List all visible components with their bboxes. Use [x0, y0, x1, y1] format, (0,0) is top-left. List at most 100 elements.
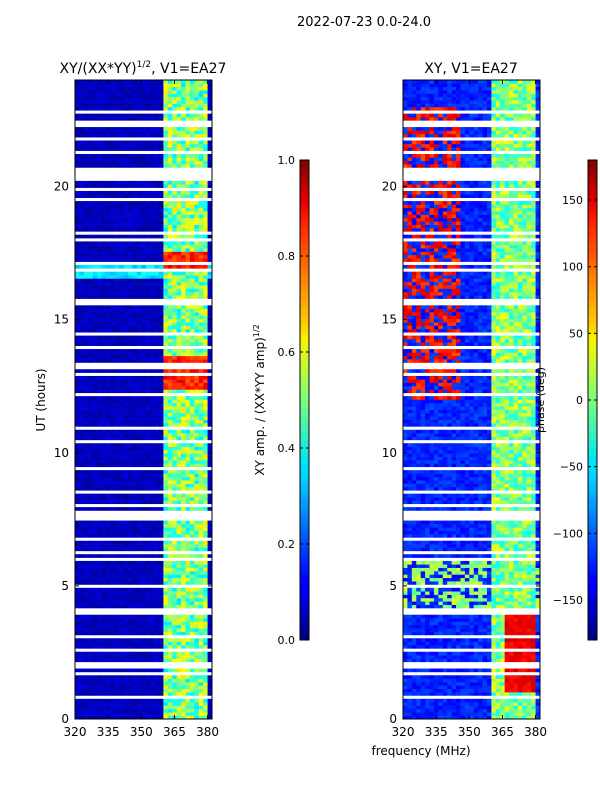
heatmap-cell — [207, 581, 213, 585]
heatmap-cell — [207, 534, 213, 538]
heatmap-cell — [128, 460, 133, 464]
heatmap-cell — [194, 668, 200, 673]
heatmap-cell — [181, 486, 186, 491]
heatmap-cell — [123, 315, 129, 320]
heatmap-cell — [145, 315, 151, 320]
heatmap-cell — [500, 682, 506, 686]
heatmap-cell — [128, 591, 133, 595]
heatmap-cell — [158, 638, 164, 642]
heatmap-cell — [185, 140, 191, 145]
heatmap-cell — [145, 386, 151, 390]
heatmap-cell — [207, 190, 213, 195]
heatmap-cell — [172, 628, 178, 632]
heatmap-cell — [83, 560, 89, 565]
heatmap-cell — [203, 264, 208, 269]
heatmap-cell — [105, 359, 111, 363]
heatmap-cell — [119, 705, 125, 710]
heatmap-cell — [207, 224, 213, 229]
heatmap-cell — [411, 708, 417, 713]
heatmap-cell — [92, 86, 98, 91]
heatmap-cell — [198, 416, 204, 420]
heatmap-cell — [141, 618, 147, 622]
heatmap-cell — [163, 523, 169, 528]
heatmap-cell — [198, 157, 204, 162]
heatmap-cell — [176, 581, 182, 585]
heatmap-cell — [75, 597, 80, 602]
heatmap-cell — [123, 698, 129, 703]
heatmap-cell — [92, 645, 98, 649]
heatmap-cell — [198, 349, 204, 353]
heatmap-cell — [198, 624, 204, 629]
heatmap-cell — [158, 645, 164, 649]
heatmap-cell — [185, 328, 191, 333]
heatmap-cell — [172, 692, 178, 696]
heatmap-cell — [172, 406, 178, 410]
heatmap-cell — [79, 409, 85, 414]
heatmap-cell — [185, 291, 191, 296]
heatmap-cell — [101, 463, 107, 468]
heatmap-cell — [83, 288, 89, 293]
colorbar-tick-label: 0.6 — [278, 346, 296, 359]
heatmap-cell — [101, 103, 107, 108]
heatmap-cell — [141, 406, 147, 410]
heatmap-cell — [464, 705, 470, 710]
heatmap-cell — [189, 473, 195, 478]
heatmap-cell — [207, 369, 213, 373]
heatmap-cell — [194, 527, 200, 531]
heatmap-cell — [203, 396, 208, 400]
heatmap-cell — [105, 631, 111, 636]
heatmap-cell — [141, 86, 147, 91]
heatmap-cell — [158, 500, 164, 505]
heatmap-cell — [136, 705, 142, 710]
heatmap-cell — [110, 688, 116, 693]
heatmap-cell — [150, 527, 155, 531]
heatmap-cell — [119, 655, 125, 659]
heatmap-cell — [172, 355, 178, 360]
heatmap-cell — [92, 271, 98, 276]
heatmap-cell — [110, 100, 116, 104]
heatmap-cell — [128, 133, 133, 138]
heatmap-cell — [185, 406, 191, 410]
heatmap-cell — [207, 312, 213, 316]
heatmap-cell — [101, 382, 107, 387]
heatmap-cell — [132, 271, 138, 276]
heatmap-cell — [128, 227, 133, 232]
heatmap-cell — [145, 285, 151, 289]
heatmap-cell — [105, 402, 111, 407]
heatmap-cell — [176, 352, 182, 357]
heatmap-cell — [141, 574, 147, 579]
heatmap-cell — [101, 251, 107, 256]
heatmap-cell — [185, 614, 191, 619]
heatmap-cell — [92, 396, 98, 400]
heatmap-cell — [158, 547, 164, 552]
heatmap-cell — [97, 547, 102, 552]
heatmap-cell — [119, 527, 125, 531]
heatmap-cell — [154, 113, 160, 118]
heatmap-cell — [513, 685, 519, 690]
heatmap-cell — [79, 80, 85, 84]
heatmap-cell — [194, 621, 200, 626]
heatmap-cell — [88, 406, 94, 410]
heatmap-cell — [114, 409, 120, 414]
heatmap-cell — [158, 322, 164, 326]
heatmap-cell — [176, 281, 182, 286]
heatmap-cell — [482, 688, 488, 693]
heatmap-cell — [123, 449, 129, 454]
heatmap-cell — [158, 217, 164, 222]
heatmap-cell — [136, 194, 142, 199]
heatmap-cell — [88, 614, 94, 619]
heatmap-cell — [110, 638, 116, 642]
heatmap-cell — [105, 201, 111, 205]
heatmap-cell — [203, 322, 208, 326]
heatmap-cell — [141, 621, 147, 626]
heatmap-cell — [88, 463, 94, 468]
heatmap-cell — [88, 675, 94, 679]
heatmap-cell — [119, 497, 125, 501]
heatmap-cell — [158, 369, 164, 373]
heatmap-cell — [136, 591, 142, 595]
heatmap-cell — [167, 349, 173, 353]
heatmap-cell — [145, 86, 151, 91]
heatmap-cell — [531, 712, 536, 716]
heatmap-cell — [451, 678, 457, 683]
heatmap-cell — [189, 429, 195, 434]
